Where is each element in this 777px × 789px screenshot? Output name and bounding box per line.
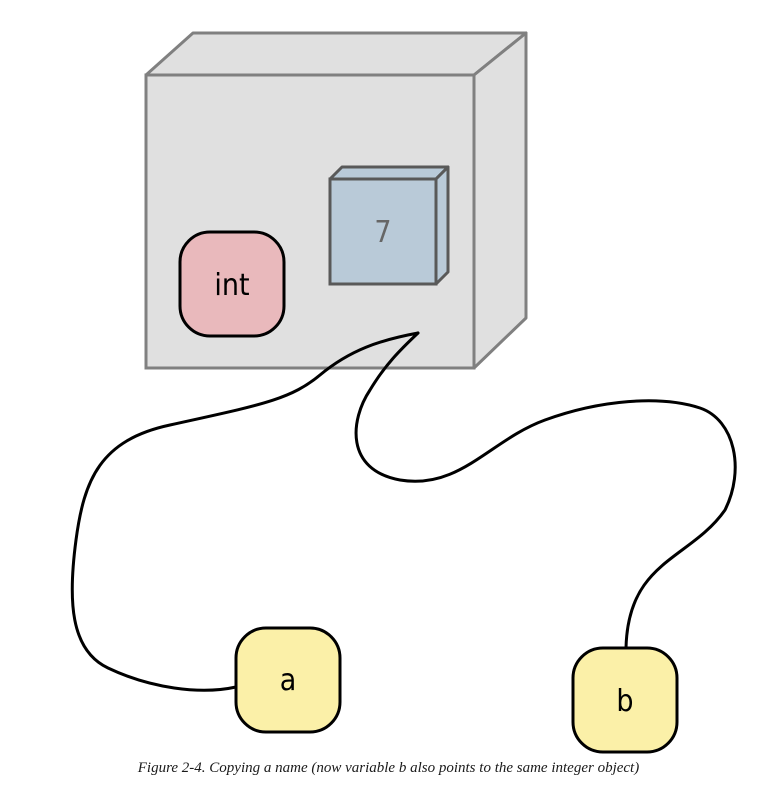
type-label: int: [214, 268, 249, 303]
figure-caption: Figure 2-4. Copying a name (now variable…: [0, 760, 777, 777]
value-box-side-face: [434, 165, 450, 286]
reference-line-b: [354, 331, 737, 650]
name-label-a: a: [280, 663, 297, 698]
object-box-side-face: [472, 31, 528, 370]
name-tag-a: a: [234, 626, 342, 734]
object-box-top-face: [144, 31, 528, 77]
value-label: 7: [374, 215, 391, 250]
type-tag-shape: [178, 230, 286, 338]
type-tag: int: [178, 230, 286, 338]
caption-variable: b: [398, 760, 407, 776]
caption-prefix: Figure 2-4. Copying a name (now variable: [137, 760, 399, 776]
name-tag-b: b: [571, 646, 679, 754]
value-box-top-face: [328, 165, 450, 181]
value-box-front-face: [328, 177, 438, 286]
reference-line-a: [70, 331, 420, 692]
caption-suffix: also points to the same integer object): [406, 760, 640, 776]
name-tag-b-shape: [571, 646, 679, 754]
value-box: 7: [328, 165, 450, 286]
name-tag-a-shape: [234, 626, 342, 734]
name-label-b: b: [616, 684, 633, 719]
